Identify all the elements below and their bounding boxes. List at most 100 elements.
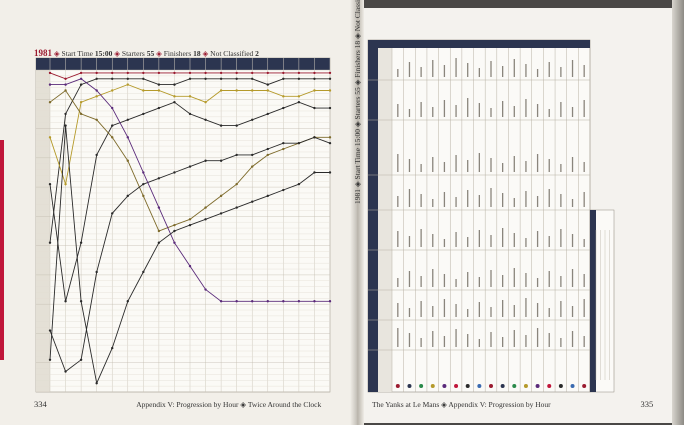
position-marker <box>111 89 114 92</box>
finishers-label: Finishers <box>163 49 192 58</box>
position-marker <box>282 95 285 98</box>
position-marker <box>235 153 238 157</box>
position-marker <box>173 71 176 75</box>
position-marker <box>313 136 316 139</box>
position-marker <box>266 83 269 86</box>
position-marker <box>313 106 316 110</box>
start-label: Start Time <box>61 49 93 58</box>
position-marker <box>48 241 52 244</box>
position-marker <box>282 141 285 145</box>
position-marker <box>328 136 332 139</box>
left-edge-marker <box>0 140 4 360</box>
position-marker <box>219 159 223 162</box>
position-marker <box>235 124 238 127</box>
position-marker <box>126 194 129 198</box>
position-marker <box>188 71 192 75</box>
position-marker <box>111 71 114 75</box>
position-marker <box>219 212 223 215</box>
position-marker <box>48 83 52 86</box>
starters-value: 55 <box>146 49 155 58</box>
position-marker <box>235 77 238 80</box>
position-marker <box>126 71 129 75</box>
position-marker <box>126 77 129 80</box>
starters-label: Starters <box>121 49 145 58</box>
position-marker <box>188 112 192 116</box>
not-classified-value: 2 <box>255 49 259 58</box>
position-marker <box>251 118 254 121</box>
position-marker <box>157 71 161 75</box>
position-marker <box>235 71 238 75</box>
position-marker <box>48 358 52 361</box>
position-marker <box>142 171 145 174</box>
position-marker <box>235 182 238 186</box>
position-marker <box>297 95 301 98</box>
position-marker <box>95 118 98 121</box>
position-marker <box>328 106 332 110</box>
left-footer-text: Appendix V: Progression by Hour ◈ Twice … <box>136 400 322 409</box>
position-marker <box>251 71 254 75</box>
position-marker <box>235 89 238 92</box>
right-page-rotated-header: 1981 ◈ Start Time 15:00 ◈ Starters 55 ◈ … <box>353 0 362 204</box>
result-color-dot <box>489 384 493 388</box>
position-marker <box>251 300 254 303</box>
position-marker <box>79 300 83 303</box>
page-edge <box>672 0 684 425</box>
position-marker <box>64 182 67 186</box>
results-table-frame <box>367 39 591 393</box>
result-color-dot <box>477 384 482 388</box>
book-spine <box>350 0 364 425</box>
position-marker <box>328 89 332 92</box>
position-marker <box>79 101 83 104</box>
position-marker <box>266 112 269 116</box>
results-table-header-side <box>368 40 378 392</box>
results-table-header-top <box>368 40 590 48</box>
position-marker <box>297 182 301 186</box>
position-marker <box>328 141 332 145</box>
position-marker <box>266 300 269 303</box>
position-marker <box>173 101 176 104</box>
result-color-dot <box>500 384 505 388</box>
result-color-dot <box>454 384 459 388</box>
summary-block-header <box>590 210 596 392</box>
position-marker <box>95 77 98 80</box>
position-marker <box>157 229 161 233</box>
position-marker <box>266 147 269 151</box>
position-marker <box>313 89 316 92</box>
position-marker <box>126 118 129 121</box>
position-marker <box>266 71 269 75</box>
position-marker <box>282 147 285 151</box>
position-marker <box>313 71 316 75</box>
result-color-dot <box>395 384 400 388</box>
position-marker <box>173 171 176 174</box>
position-marker <box>157 177 161 180</box>
position-marker <box>219 89 223 92</box>
position-marker <box>297 141 301 145</box>
position-marker <box>219 194 223 198</box>
position-marker <box>111 106 114 110</box>
position-marker <box>235 206 238 209</box>
position-marker <box>266 194 269 198</box>
position-marker <box>157 83 161 86</box>
position-marker <box>48 329 52 332</box>
position-marker <box>79 83 83 86</box>
position-marker <box>282 188 285 192</box>
position-marker <box>126 136 129 139</box>
right-footer-text: The Yanks at Le Mans ◈ Appendix V: Progr… <box>372 400 551 409</box>
position-marker <box>204 218 207 221</box>
position-marker <box>219 71 223 75</box>
right-page-footer: The Yanks at Le Mans ◈ Appendix V: Progr… <box>372 399 653 409</box>
position-marker <box>235 300 238 303</box>
position-marker <box>313 171 316 174</box>
position-marker <box>64 77 67 80</box>
left-page-number: 334 <box>34 399 47 409</box>
race-year: 1981 <box>34 48 52 58</box>
position-marker <box>64 89 67 92</box>
result-color-dot <box>547 384 552 388</box>
position-marker <box>188 264 192 268</box>
position-marker <box>126 159 129 162</box>
position-marker <box>95 71 98 75</box>
position-marker <box>297 300 301 303</box>
position-marker <box>282 77 285 80</box>
position-marker <box>48 136 52 139</box>
